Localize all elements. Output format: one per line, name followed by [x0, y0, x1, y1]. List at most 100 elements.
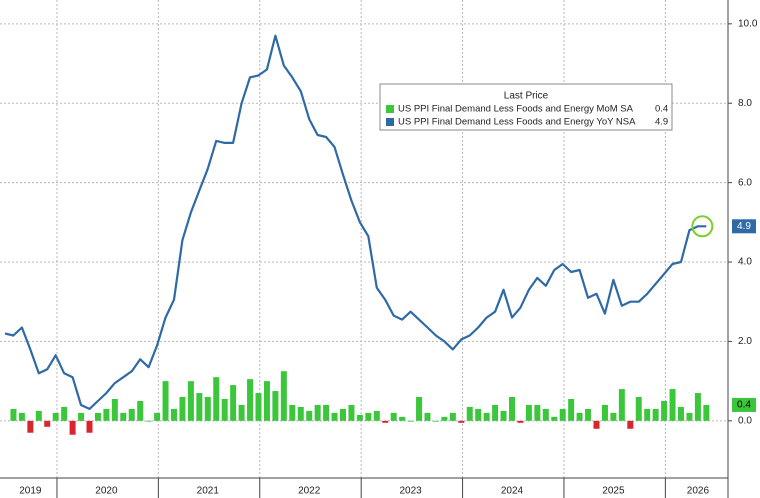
x-tick-label: 2019	[19, 486, 42, 497]
bar	[661, 400, 668, 421]
bar	[517, 420, 524, 423]
bar	[627, 420, 634, 429]
bar	[314, 404, 321, 421]
bar	[525, 404, 532, 421]
bar	[255, 393, 262, 421]
bar	[390, 412, 397, 421]
bar	[27, 420, 34, 433]
legend-label: US PPI Final Demand Less Foods and Energ…	[398, 117, 636, 128]
bar	[306, 410, 313, 421]
bar	[458, 420, 465, 423]
highlight-circle	[691, 215, 714, 238]
bar	[103, 408, 110, 421]
bar	[213, 377, 220, 421]
legend-title: Last Price	[504, 91, 549, 102]
bar	[154, 412, 161, 421]
bar	[204, 397, 211, 421]
bar	[137, 400, 144, 421]
bar	[52, 412, 59, 421]
x-tick-label: 2023	[399, 486, 422, 497]
bar	[221, 398, 228, 421]
bar	[694, 393, 701, 421]
bar	[466, 406, 473, 421]
x-tick-label: 2024	[501, 486, 524, 497]
legend-value: 0.4	[655, 104, 668, 115]
bar	[280, 371, 287, 421]
bar	[686, 412, 693, 421]
bar	[145, 420, 152, 422]
bar	[416, 397, 423, 421]
x-tick-label: 2020	[95, 486, 118, 497]
bar	[340, 408, 346, 421]
bar	[348, 404, 355, 421]
bar	[247, 379, 254, 421]
bar	[576, 412, 583, 421]
bar	[61, 406, 68, 421]
bar	[703, 404, 710, 421]
last-value-label: 4.9	[737, 221, 751, 232]
bar	[432, 420, 439, 422]
last-value-tag	[732, 397, 756, 412]
x-tick-label: 2022	[298, 486, 321, 497]
bar	[669, 389, 676, 421]
bar	[534, 404, 541, 421]
bar	[78, 412, 85, 421]
bar	[120, 412, 127, 421]
bar	[179, 397, 186, 421]
bar	[171, 408, 177, 421]
bar	[652, 408, 659, 421]
bar	[449, 412, 456, 421]
marks	[4, 34, 714, 435]
y-tick-label: 0.0	[738, 415, 752, 426]
legend-swatch	[386, 118, 394, 126]
y-tick-label: 2.0	[738, 336, 752, 347]
bar	[263, 381, 270, 421]
bar	[593, 420, 600, 429]
bar	[18, 412, 25, 421]
y-tick-label: 8.0	[738, 98, 752, 109]
bar	[365, 412, 372, 421]
y-tick-label: 4.0	[738, 257, 752, 268]
bar	[297, 406, 304, 421]
bar	[69, 420, 76, 435]
bar	[500, 410, 507, 421]
bar	[568, 398, 575, 421]
x-tick-label: 2026	[687, 486, 710, 497]
x-tick-label: 2021	[197, 486, 220, 497]
bar	[678, 406, 684, 421]
bar	[551, 416, 558, 421]
bar	[111, 398, 118, 421]
bar	[35, 410, 42, 421]
bar	[559, 408, 566, 421]
bar	[162, 381, 169, 421]
bar	[356, 414, 363, 421]
bar	[635, 397, 642, 421]
bar	[644, 408, 651, 421]
bar	[424, 412, 431, 421]
bar	[382, 420, 389, 423]
legend-swatch	[386, 105, 394, 113]
bar	[128, 408, 135, 421]
bar	[323, 404, 330, 421]
legend-label: US PPI Final Demand Less Foods and Energ…	[398, 104, 634, 115]
bar	[542, 408, 549, 421]
bar	[441, 416, 448, 421]
bar	[618, 389, 625, 421]
bar	[483, 412, 490, 421]
bar	[44, 420, 51, 427]
legend-value: 4.9	[655, 117, 668, 128]
bar	[373, 410, 380, 421]
bar	[509, 397, 515, 421]
bar	[230, 385, 237, 421]
bar	[610, 412, 617, 421]
bar	[272, 391, 279, 421]
y-tick-label: 6.0	[738, 177, 752, 188]
bar	[475, 408, 482, 421]
bar	[86, 420, 93, 433]
x-tick-label: 2025	[602, 486, 625, 497]
bar	[407, 420, 414, 422]
legend-box	[379, 83, 673, 131]
